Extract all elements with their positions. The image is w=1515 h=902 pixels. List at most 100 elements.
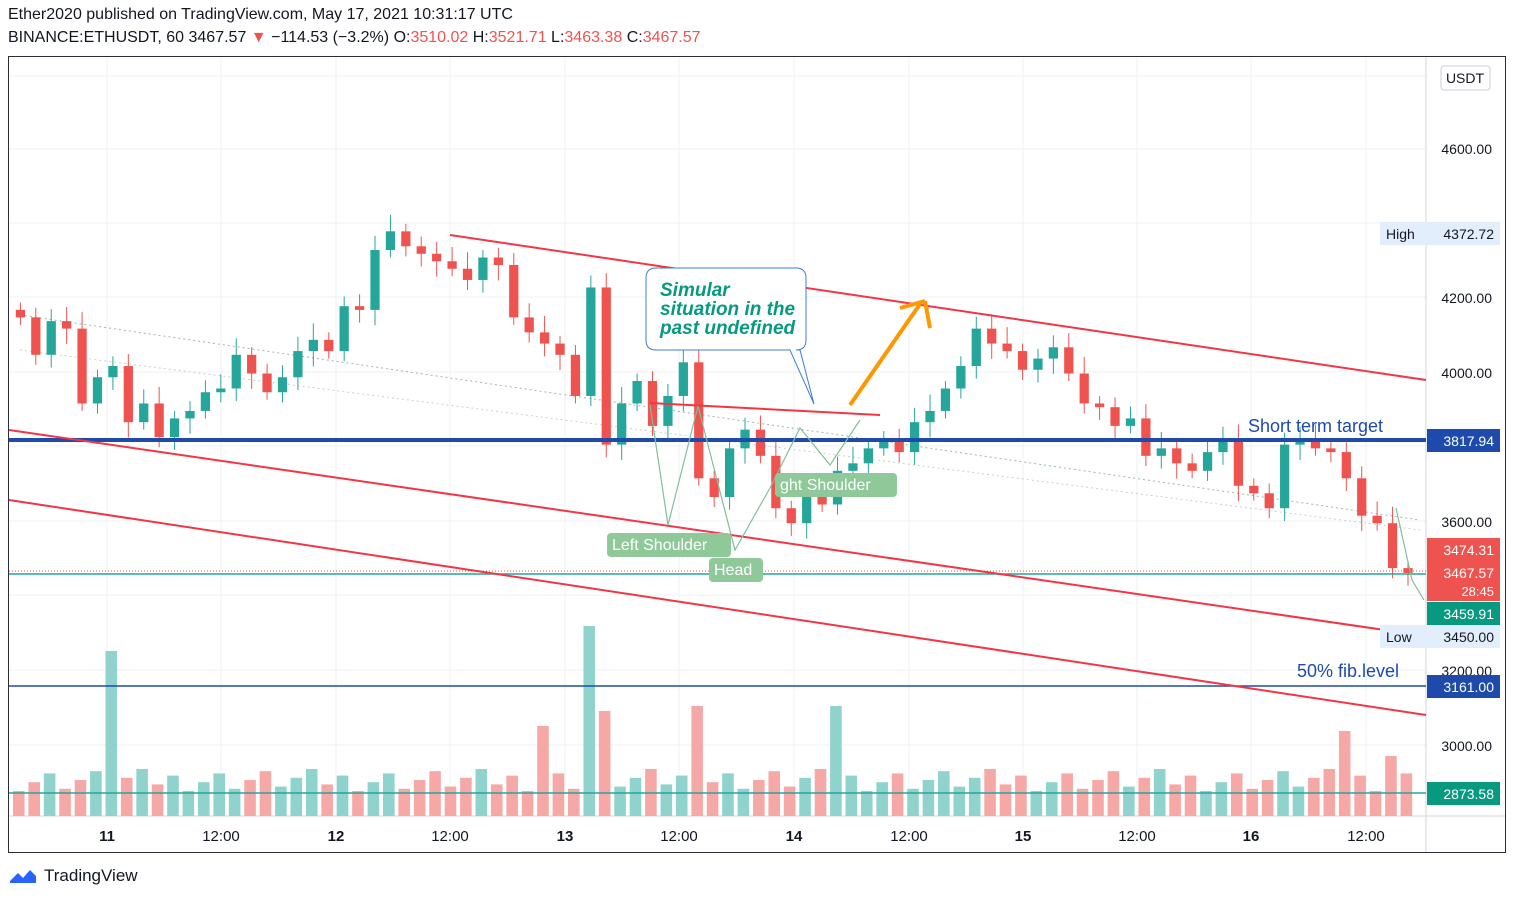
volume-bar: [13, 791, 25, 816]
candle-body: [354, 306, 365, 310]
candle-body: [1110, 407, 1120, 426]
volume-bar: [907, 788, 919, 816]
open-value: 3510.02: [410, 29, 469, 46]
volume-bar: [722, 773, 734, 816]
volume-bar: [1400, 773, 1413, 816]
candle-body: [863, 448, 873, 464]
candle-body: [1002, 343, 1012, 352]
candle-body: [524, 317, 534, 333]
volume-bar: [845, 775, 858, 816]
volume-bar: [598, 711, 611, 816]
volume-bar: [213, 773, 225, 816]
candle-body: [46, 321, 56, 355]
publish-info: Ether2020 published on TradingView.com, …: [8, 6, 513, 23]
callout-text: situation in the: [660, 299, 796, 320]
x-tick-label: 12:00: [202, 828, 240, 845]
candle-body: [940, 388, 951, 411]
candle-body: [1202, 452, 1213, 471]
head-label-bg: [709, 558, 763, 582]
volume-bar: [799, 777, 811, 816]
volume-bar: [922, 780, 935, 816]
candle-body: [339, 306, 349, 352]
candle-body: [185, 410, 195, 419]
price-label-box: [1380, 222, 1500, 245]
volume-bar: [1123, 786, 1135, 816]
volume-bar: [860, 791, 873, 816]
volume-bar: [198, 782, 210, 816]
volume-bar: [537, 726, 549, 816]
candle-body: [879, 440, 889, 449]
volume-bar: [1184, 775, 1197, 816]
chart-frame[interactable]: [8, 56, 1506, 853]
volume-bar: [1061, 773, 1073, 816]
candle-body: [92, 377, 103, 404]
price-label-value: 2873.58: [1443, 786, 1494, 802]
volume-bar: [321, 784, 333, 816]
candle-body: [1172, 448, 1182, 464]
volume-bar: [1292, 786, 1305, 816]
candle-body: [478, 257, 488, 280]
price-label-box: [1427, 602, 1500, 625]
volume-bar: [1200, 791, 1212, 816]
volume-bar: [830, 706, 842, 816]
candle-body: [216, 388, 226, 393]
candle-body: [1233, 440, 1244, 486]
candle-body: [462, 268, 473, 280]
left-shoulder-label: Left Shoulder: [612, 537, 708, 554]
volume-bar: [691, 706, 703, 816]
price-label-box: [1427, 782, 1500, 805]
candle-body: [1280, 444, 1290, 509]
candle-body: [987, 328, 997, 344]
projection-arrow-head-a: [899, 299, 926, 310]
fib-level-label: 50% fib.level: [1297, 661, 1399, 681]
volume-bar: [398, 788, 411, 816]
price-label-value: 4372.72: [1443, 226, 1494, 242]
candle-body: [1387, 523, 1398, 569]
volume-bar: [460, 777, 472, 816]
candle-body: [123, 366, 133, 423]
candle-body: [1218, 440, 1228, 453]
volume-bar: [490, 784, 503, 816]
volume-bar: [413, 780, 426, 816]
volume-bar: [1045, 782, 1058, 816]
candle-body: [200, 392, 211, 411]
volume-bar: [336, 775, 349, 816]
volume-bar: [552, 773, 565, 816]
channel-upper-line: [449, 234, 1427, 381]
candle-body: [632, 381, 642, 404]
x-tick-label: 12:00: [431, 828, 469, 845]
volume-bar: [244, 780, 256, 816]
volume-bar: [1246, 788, 1258, 816]
x-tick-label: 12:00: [1347, 828, 1385, 845]
callout-text: past undefined: [659, 318, 796, 339]
down-arrow-icon: ▼: [250, 29, 267, 46]
candle-body: [1095, 403, 1105, 408]
candle-body: [1249, 485, 1259, 494]
low-label: L:: [551, 29, 565, 46]
volume-bar: [568, 788, 580, 816]
candle-body: [401, 231, 411, 247]
candle-body: [416, 246, 426, 254]
last-price: 3467.57: [188, 29, 247, 46]
candle-body: [786, 508, 796, 524]
candle-body: [324, 339, 334, 352]
price-label-box: [1380, 625, 1500, 648]
candle-body: [277, 377, 288, 393]
candle-body: [709, 478, 719, 498]
low-value: 3463.38: [564, 29, 623, 46]
candle-body: [108, 366, 118, 378]
callout-bubble: [645, 267, 815, 405]
x-tick-label: 12: [328, 828, 345, 845]
x-tick-label: 12:00: [890, 828, 928, 845]
right-shoulder-label-bg: [775, 473, 897, 497]
price-label-name: High: [1386, 226, 1415, 242]
x-tick-label: 16: [1243, 828, 1260, 845]
candle-body: [1141, 418, 1151, 456]
volume-bar: [1261, 780, 1274, 816]
x-tick-label: 11: [99, 828, 115, 845]
x-tick-label: 12:00: [1118, 828, 1156, 845]
projection-line: [1395, 507, 1425, 601]
close-value: 3467.57: [642, 29, 701, 46]
candle-body: [802, 485, 812, 524]
